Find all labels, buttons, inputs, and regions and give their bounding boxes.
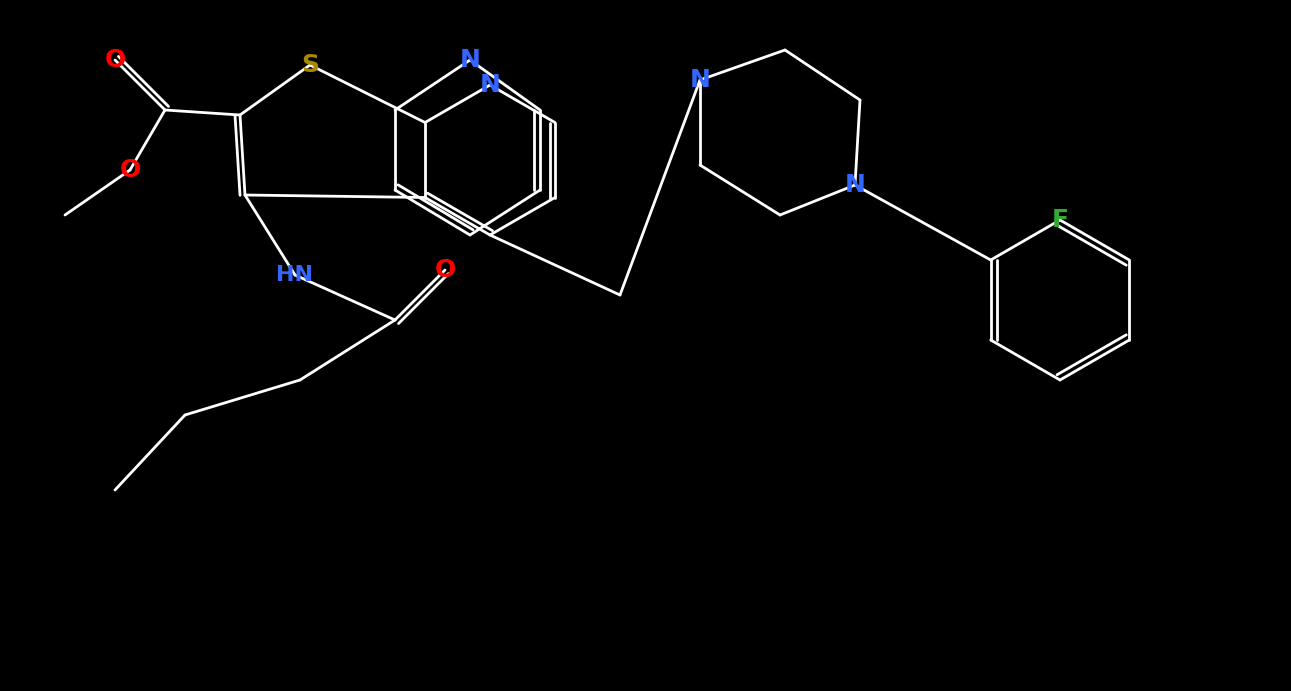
- Text: N: N: [479, 73, 501, 97]
- Text: O: O: [105, 48, 125, 72]
- Text: F: F: [1051, 208, 1069, 232]
- Text: HN: HN: [276, 265, 314, 285]
- Text: O: O: [119, 158, 141, 182]
- Text: S: S: [301, 53, 319, 77]
- Text: N: N: [689, 68, 710, 92]
- Text: O: O: [434, 258, 456, 282]
- Text: N: N: [460, 48, 480, 72]
- Text: N: N: [844, 173, 865, 197]
